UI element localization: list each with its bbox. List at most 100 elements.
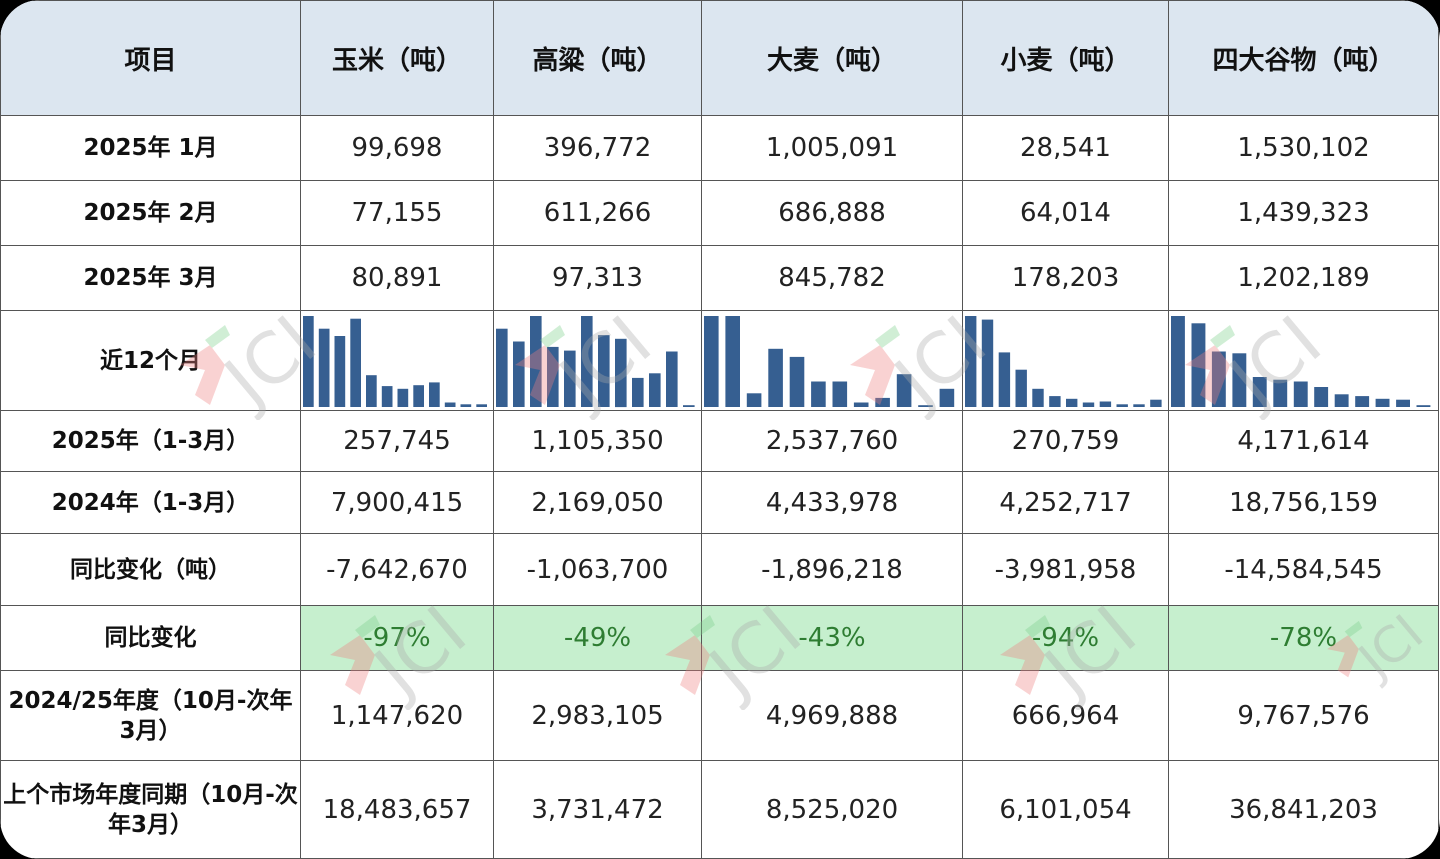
pct-value: -97% xyxy=(300,605,494,671)
cell-value: 4,171,614 xyxy=(1168,410,1439,472)
cell-value: 2,983,105 xyxy=(493,670,702,761)
cell-value: 7,900,415 xyxy=(300,471,494,534)
table-row: 2025年 3月 80,891 97,313 845,782 178,203 1… xyxy=(0,245,1439,311)
cell-value: 97,313 xyxy=(493,245,702,311)
row-label: 2025年 1月 xyxy=(0,115,301,181)
spark-bar xyxy=(1355,396,1370,407)
spark-bar xyxy=(1334,394,1349,407)
cell-value: 396,772 xyxy=(493,115,702,181)
cell-value: 80,891 xyxy=(300,245,494,311)
cell-value: 18,756,159 xyxy=(1168,471,1439,534)
spark-bar xyxy=(350,318,361,407)
spark-bar xyxy=(649,373,661,407)
cell-value: 4,252,717 xyxy=(962,471,1169,534)
spark-bar xyxy=(683,405,695,407)
row-label: 2024年（1-3月） xyxy=(0,471,301,534)
cell-value: 28,541 xyxy=(962,115,1169,181)
cell-value: 4,433,978 xyxy=(701,471,963,534)
spark-bar xyxy=(413,385,424,407)
spark-bar xyxy=(429,382,440,407)
spark-bar xyxy=(397,388,409,407)
spark-bar xyxy=(1116,404,1128,407)
cell-value: 36,841,203 xyxy=(1168,760,1439,859)
cell-value: 1,530,102 xyxy=(1168,115,1439,181)
cell-value: 77,155 xyxy=(300,180,494,246)
spark-bar xyxy=(444,402,456,407)
sparkline-chart xyxy=(1171,316,1431,407)
spark-bar xyxy=(615,338,627,408)
cell-value: 1,005,091 xyxy=(701,115,963,181)
spark-bar xyxy=(768,348,783,407)
spark-bar xyxy=(1015,369,1027,407)
spark-bar xyxy=(1171,316,1185,407)
spark-bar xyxy=(496,328,508,407)
cell-value: 6,101,054 xyxy=(962,760,1169,859)
row-label: 2025年 3月 xyxy=(0,245,301,311)
spark-bar xyxy=(939,388,955,407)
spark-bar xyxy=(513,341,525,407)
spark-bar xyxy=(632,377,644,407)
cell-value: -14,584,545 xyxy=(1168,533,1439,606)
spark-bar xyxy=(1252,377,1267,407)
row-label: 同比变化（吨） xyxy=(0,533,301,606)
table-row: 2025年 1月 99,698 396,772 1,005,091 28,541… xyxy=(0,115,1439,181)
sparkline-wheat xyxy=(962,310,1169,411)
row-label: 近12个月 xyxy=(0,310,301,411)
cell-value: 9,767,576 xyxy=(1168,670,1439,761)
cell-value: 4,969,888 xyxy=(701,670,963,761)
spark-bar xyxy=(530,316,542,407)
cell-value: 2,537,760 xyxy=(701,410,963,472)
spark-bar xyxy=(1049,396,1061,407)
spark-bar xyxy=(1375,398,1390,407)
spark-bar xyxy=(1273,379,1288,407)
spark-bar xyxy=(918,405,933,407)
cell-value: 611,266 xyxy=(493,180,702,246)
cell-value: -3,981,958 xyxy=(962,533,1169,606)
table-row: 上个市场年度同期（10月-次年3月） 18,483,657 3,731,472 … xyxy=(0,760,1439,859)
sparkline-corn xyxy=(300,310,494,411)
spark-bar xyxy=(965,316,977,407)
spark-bar xyxy=(1099,401,1112,407)
spark-bar xyxy=(981,319,994,407)
cell-value: 18,483,657 xyxy=(300,760,494,859)
header-total: 四大谷物（吨） xyxy=(1168,0,1439,116)
cell-value: 3,731,472 xyxy=(493,760,702,859)
row-label: 上个市场年度同期（10月-次年3月） xyxy=(0,760,301,859)
table-row: 2024年（1-3月） 7,900,415 2,169,050 4,433,97… xyxy=(0,471,1439,534)
cell-value: 666,964 xyxy=(962,670,1169,761)
pct-value: -49% xyxy=(493,605,702,671)
spark-bar xyxy=(303,316,314,407)
cell-value: 845,782 xyxy=(701,245,963,311)
cell-value: 64,014 xyxy=(962,180,1169,246)
pct-change-row: 同比变化 -97% -49% -43% -94% -78% xyxy=(0,605,1439,671)
cell-value: 99,698 xyxy=(300,115,494,181)
spark-bar xyxy=(1314,387,1329,407)
header-sorghum: 高粱（吨） xyxy=(493,0,702,116)
row-label: 同比变化 xyxy=(0,605,301,671)
spark-bar xyxy=(1416,405,1431,407)
spark-bar xyxy=(318,328,330,407)
header-item: 项目 xyxy=(0,0,301,116)
header-barley: 大麦（吨） xyxy=(701,0,963,116)
spark-bar xyxy=(334,336,346,407)
spark-bar xyxy=(998,352,1011,407)
sparkline-sorghum xyxy=(493,310,702,411)
spark-bar xyxy=(1293,381,1308,407)
pct-value: -94% xyxy=(962,605,1169,671)
cell-value: -1,063,700 xyxy=(493,533,702,606)
spark-bar xyxy=(875,397,890,407)
cell-value: 1,105,350 xyxy=(493,410,702,472)
sparkline-chart xyxy=(303,316,487,407)
row-label: 2025年 2月 xyxy=(0,180,301,246)
spark-bar xyxy=(853,402,869,407)
cell-value: 2,169,050 xyxy=(493,471,702,534)
spark-bar xyxy=(832,381,848,407)
spark-bar xyxy=(564,350,576,407)
cell-value: 1,439,323 xyxy=(1168,180,1439,246)
spark-bar xyxy=(1191,323,1206,407)
spark-bar xyxy=(1066,398,1078,407)
sparkline-barley xyxy=(701,310,963,411)
cell-value: 270,759 xyxy=(962,410,1169,472)
